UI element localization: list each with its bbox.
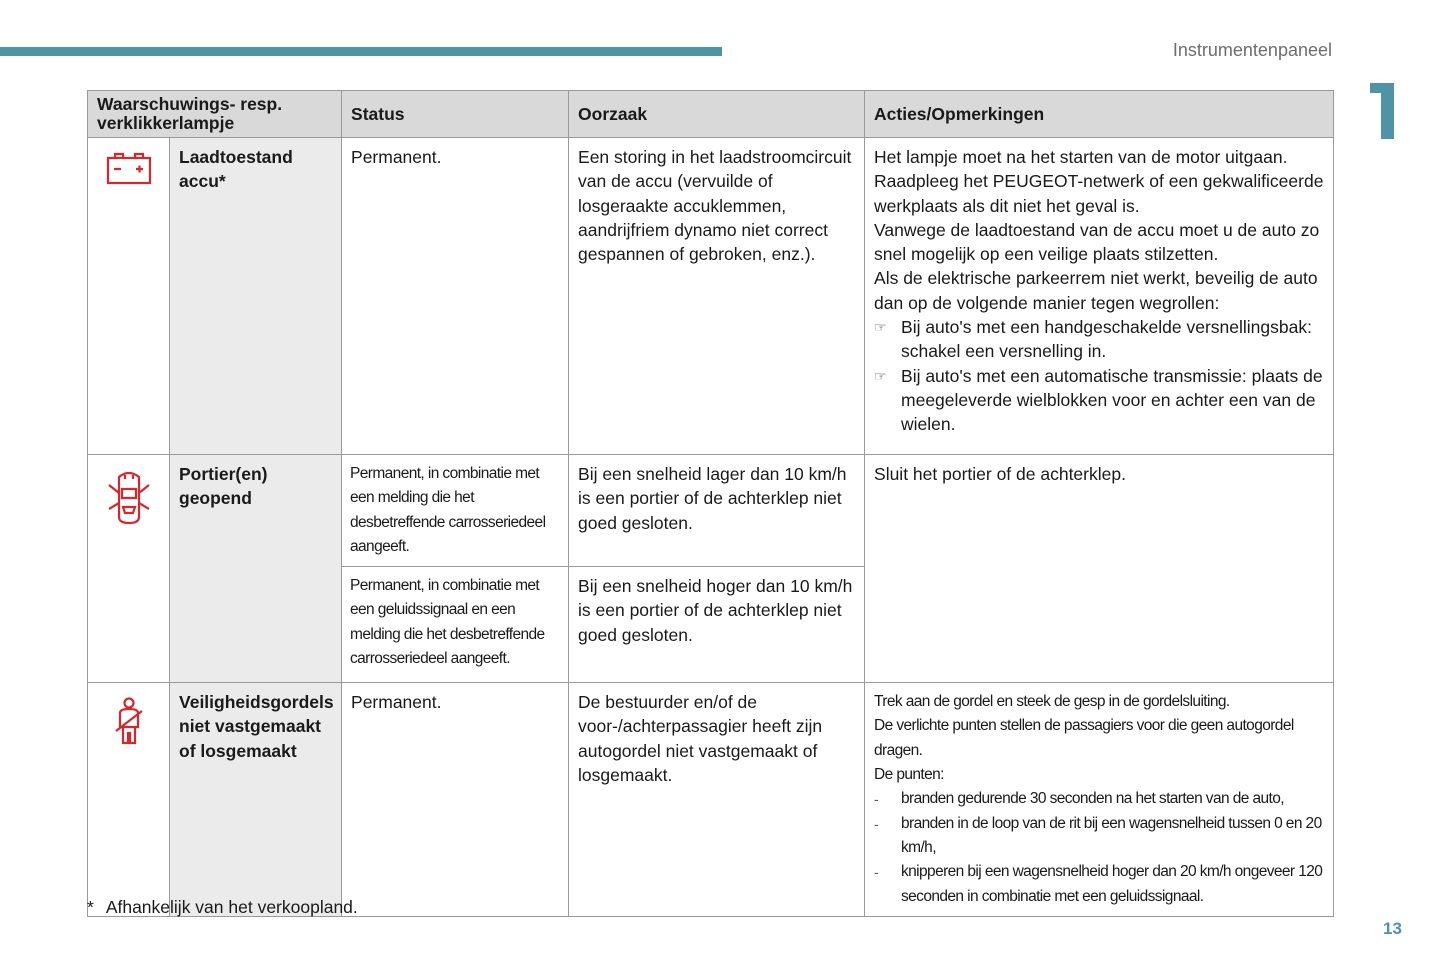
col-header-cause: Oorzaak [568,90,866,138]
action-text: Trek aan de gordel en steek de gesp in d… [874,693,1230,711]
door-open-icon [107,471,150,525]
lamp-label: Veiligheidsgordels niet vastgemaakt of l… [168,682,343,918]
footnote: * Afhankelijk van het verkoopland. [87,897,370,918]
actions-cell: Trek aan de gordel en steek de gesp in d… [864,682,1335,918]
status-cell: Permanent, in combinatie met een melding… [341,453,570,568]
lamp-label: Portier(en) geopend [168,453,343,684]
dash-icon: - [874,791,879,808]
table-row: Permanent, in combinatie met een geluids… [88,566,1334,684]
section-title: Instrumentenpaneel [1172,40,1332,60]
col-header-actions: Acties/Opmerkingen [864,90,1335,138]
bullet-text: Bij auto's met een handgeschakelde versn… [901,317,1312,362]
action-text: Raadpleeg het PEUGEOT-netwerk of een gek… [874,171,1324,216]
dash-icon: - [874,864,879,881]
cause-cell: De bestuurder en/of de voor-/achterpassa… [568,682,866,918]
cause-cell: Een storing in het laadstroomcircuit van… [568,137,866,455]
page-number: 13 [1383,919,1402,938]
table-row: Laadtoestand accu* Permanent. Een storin… [87,137,1335,455]
dash-icon: - [874,815,879,832]
header-accent-bar [0,47,722,56]
cause-cell: Bij een snelheid lager dan 10 km/h is ee… [568,453,866,568]
status-cell: Permanent. [341,682,570,918]
list-item: ☞ Bij auto's met een automatische transmi… [874,364,1324,437]
list-item: - knipperen bij een wagensnelheid hoger d… [874,860,1329,909]
battery-icon [106,152,151,185]
action-text: De punten: [874,766,944,784]
action-text: De verlichte punten stellen de passagier… [874,717,1294,759]
bullet-text: branden in de loop van de rit bij een wa… [901,814,1322,856]
seatbelt-icon [114,697,143,745]
action-text: Vanwege de laadtoestand van de accu moet… [874,219,1320,265]
actions-cell: Het lampje moet na het starten van de mo… [864,137,1335,455]
table-row: Portier(en) geopend Permanent, in combin… [87,453,1335,684]
status-cell: Permanent, in combinatie met een geluids… [341,566,570,684]
list-item: - branden in de loop van de rit bij een w… [874,812,1329,861]
table-row: Veiligheidsgordels niet vastgemaakt of l… [87,682,1335,918]
action-text: Het lampje moet na het starten van de mo… [874,147,1288,167]
pointing-hand-icon: ☞ [874,367,887,384]
action-text: Als de elektrische parkeerrem niet werkt… [874,268,1318,313]
bullet-text: Bij auto's met een automatische transmis… [901,365,1323,435]
list-item: ☞ Bij auto's met een handgeschakelde vers… [874,315,1324,364]
pointing-hand-icon: ☞ [874,319,887,336]
bullet-text: branden gedurende 30 seconden na het sta… [901,790,1285,808]
col-header-status: Status [341,90,570,138]
cause-cell: Bij een snelheid hoger dan 10 km/h is ee… [568,566,866,684]
col-header-lamp: Waarschuwings- resp. verklikkerlampje [86,90,343,138]
chapter-number [1370,83,1394,139]
footnote-mark: * [87,897,94,917]
footnote-text: Afhankelijk van het verkoopland. [105,897,358,917]
warning-lamps-table: Waarschuwings- resp. verklikkerlampje St… [86,90,1335,918]
lamp-label: Laadtoestand accu* [168,137,343,455]
bullet-text: knipperen bij een wagensnelheid hoger da… [901,863,1323,905]
actions-cell: Sluit het portier of de achterklep. [864,453,1335,684]
status-cell: Permanent. [341,137,570,455]
list-item: - branden gedurende 30 seconden na het st… [874,787,1329,811]
